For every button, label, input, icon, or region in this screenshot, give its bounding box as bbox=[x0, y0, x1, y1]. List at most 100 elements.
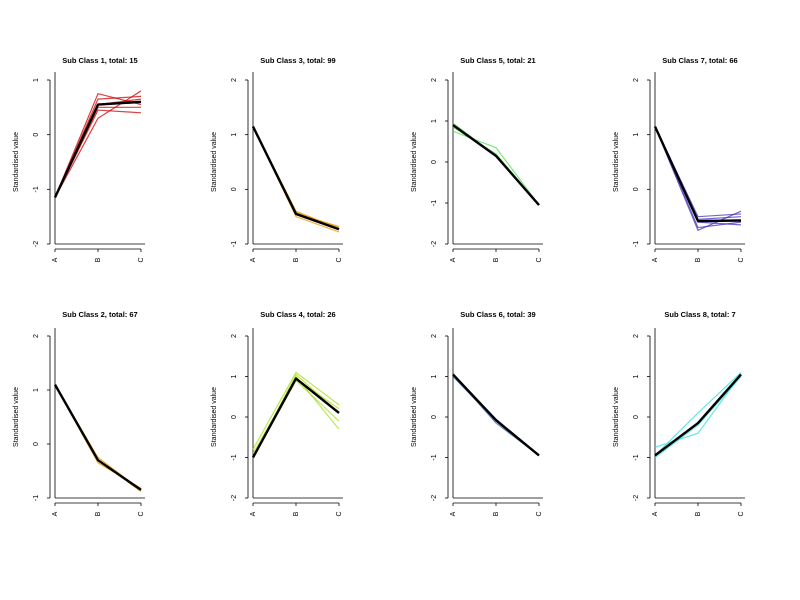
y-tick-label: 1 bbox=[33, 78, 40, 82]
y-tick-label: 1 bbox=[633, 133, 640, 137]
series-line bbox=[54, 384, 142, 491]
series-line bbox=[54, 109, 142, 198]
x-tick-label: B bbox=[695, 257, 702, 262]
series-line bbox=[654, 126, 742, 218]
y-tick-label: 0 bbox=[33, 133, 40, 137]
y-tick-label: 1 bbox=[431, 119, 438, 123]
y-tick-label: -2 bbox=[431, 495, 438, 501]
y-axis-label: Standardised value bbox=[613, 387, 620, 447]
y-tick-label: 2 bbox=[431, 78, 438, 82]
y-axis-label: Standardised value bbox=[13, 132, 20, 192]
panel-title: Sub Class 3, total: 99 bbox=[260, 56, 335, 65]
panel-title: Sub Class 7, total: 66 bbox=[662, 56, 737, 65]
x-tick-label: C bbox=[738, 257, 745, 262]
panel-title: Sub Class 2, total: 67 bbox=[62, 310, 137, 319]
series-line bbox=[54, 98, 142, 198]
series-line bbox=[654, 126, 742, 221]
x-tick-label: A bbox=[52, 257, 59, 262]
series-line bbox=[252, 379, 340, 458]
chart-panel: Sub Class 5, total: 21 Standardised value… bbox=[411, 56, 543, 263]
y-tick-label: 2 bbox=[33, 334, 40, 338]
series-line bbox=[252, 371, 340, 450]
y-tick-label: -2 bbox=[431, 241, 438, 247]
x-tick-label: A bbox=[652, 511, 659, 516]
mean-line bbox=[53, 100, 142, 199]
series-line bbox=[54, 92, 142, 198]
y-tick-label: -2 bbox=[633, 495, 640, 501]
series-line bbox=[654, 372, 742, 456]
y-axis-label: Standardised value bbox=[13, 387, 20, 447]
series-line bbox=[252, 373, 340, 458]
y-axis-label: Standardised value bbox=[211, 387, 218, 447]
chart-panel: Sub Class 1, total: 15 Standardised value… bbox=[13, 56, 145, 263]
y-tick-label: -1 bbox=[231, 454, 238, 460]
mean-line bbox=[653, 125, 742, 223]
x-tick-label: B bbox=[493, 511, 500, 516]
y-tick-label: 2 bbox=[633, 78, 640, 82]
series-line bbox=[54, 106, 141, 198]
series-line bbox=[654, 376, 742, 458]
y-tick-label: -1 bbox=[231, 241, 238, 247]
x-tick-label: A bbox=[250, 511, 257, 516]
x-tick-label: B bbox=[293, 257, 300, 262]
mean-line bbox=[53, 384, 142, 491]
x-tick-label: C bbox=[336, 257, 343, 262]
x-tick-label: C bbox=[336, 511, 343, 516]
y-tick-label: 0 bbox=[633, 415, 640, 419]
x-tick-label: A bbox=[250, 257, 257, 262]
series-line bbox=[54, 384, 142, 493]
x-tick-label: C bbox=[536, 257, 543, 262]
y-tick-label: -1 bbox=[33, 186, 40, 192]
series-line bbox=[252, 126, 340, 233]
y-axis-label: Standardised value bbox=[411, 387, 418, 447]
chart-panel: Sub Class 4, total: 26 Standardised value… bbox=[211, 310, 343, 517]
series-line bbox=[654, 126, 742, 229]
y-tick-label: 1 bbox=[431, 374, 438, 378]
chart-panel: Sub Class 8, total: 7 Standardised value -… bbox=[613, 310, 745, 517]
x-tick-label: A bbox=[450, 511, 457, 516]
y-tick-label: -1 bbox=[633, 454, 640, 460]
y-tick-label: 2 bbox=[231, 78, 238, 82]
mean-line bbox=[452, 373, 540, 457]
series-line bbox=[252, 377, 340, 454]
y-tick-label: 1 bbox=[33, 388, 40, 392]
y-tick-label: 1 bbox=[231, 374, 238, 378]
x-tick-label: B bbox=[695, 511, 702, 516]
mean-line bbox=[654, 373, 742, 457]
y-tick-label: 0 bbox=[633, 187, 640, 191]
x-tick-label: C bbox=[138, 511, 145, 516]
y-axis-label: Standardised value bbox=[211, 132, 218, 192]
series-line bbox=[54, 90, 142, 198]
series-line bbox=[252, 375, 340, 458]
chart-panel: Sub Class 6, total: 39 Standardised value… bbox=[411, 310, 543, 517]
x-tick-label: A bbox=[52, 511, 59, 516]
x-tick-label: C bbox=[536, 511, 543, 516]
y-tick-label: 0 bbox=[231, 187, 238, 191]
x-tick-label: C bbox=[738, 511, 745, 516]
y-tick-label: 0 bbox=[33, 442, 40, 446]
series-line bbox=[54, 384, 142, 489]
chart-panel: Sub Class 3, total: 99 Standardised value… bbox=[211, 56, 343, 263]
y-tick-label: 0 bbox=[431, 415, 438, 419]
y-tick-label: -1 bbox=[633, 241, 640, 247]
y-axis-label: Standardised value bbox=[613, 132, 620, 192]
x-tick-label: B bbox=[95, 511, 102, 516]
y-tick-label: 2 bbox=[633, 334, 640, 338]
x-tick-label: B bbox=[95, 257, 102, 262]
y-tick-label: -2 bbox=[33, 241, 40, 247]
y-tick-label: 2 bbox=[231, 334, 238, 338]
mean-line bbox=[452, 124, 540, 206]
panel-title: Sub Class 1, total: 15 bbox=[62, 56, 137, 65]
x-tick-label: C bbox=[138, 257, 145, 262]
y-tick-label: -1 bbox=[33, 495, 40, 501]
y-tick-label: 0 bbox=[431, 160, 438, 164]
y-tick-label: 0 bbox=[231, 415, 238, 419]
x-tick-label: A bbox=[450, 257, 457, 262]
y-tick-label: 1 bbox=[633, 374, 640, 378]
mean-line bbox=[251, 377, 340, 459]
panel-title: Sub Class 6, total: 39 bbox=[460, 310, 535, 319]
series-line bbox=[452, 126, 540, 206]
panel-title: Sub Class 8, total: 7 bbox=[664, 310, 735, 319]
y-axis-label: Standardised value bbox=[411, 132, 418, 192]
x-tick-label: A bbox=[652, 257, 659, 262]
